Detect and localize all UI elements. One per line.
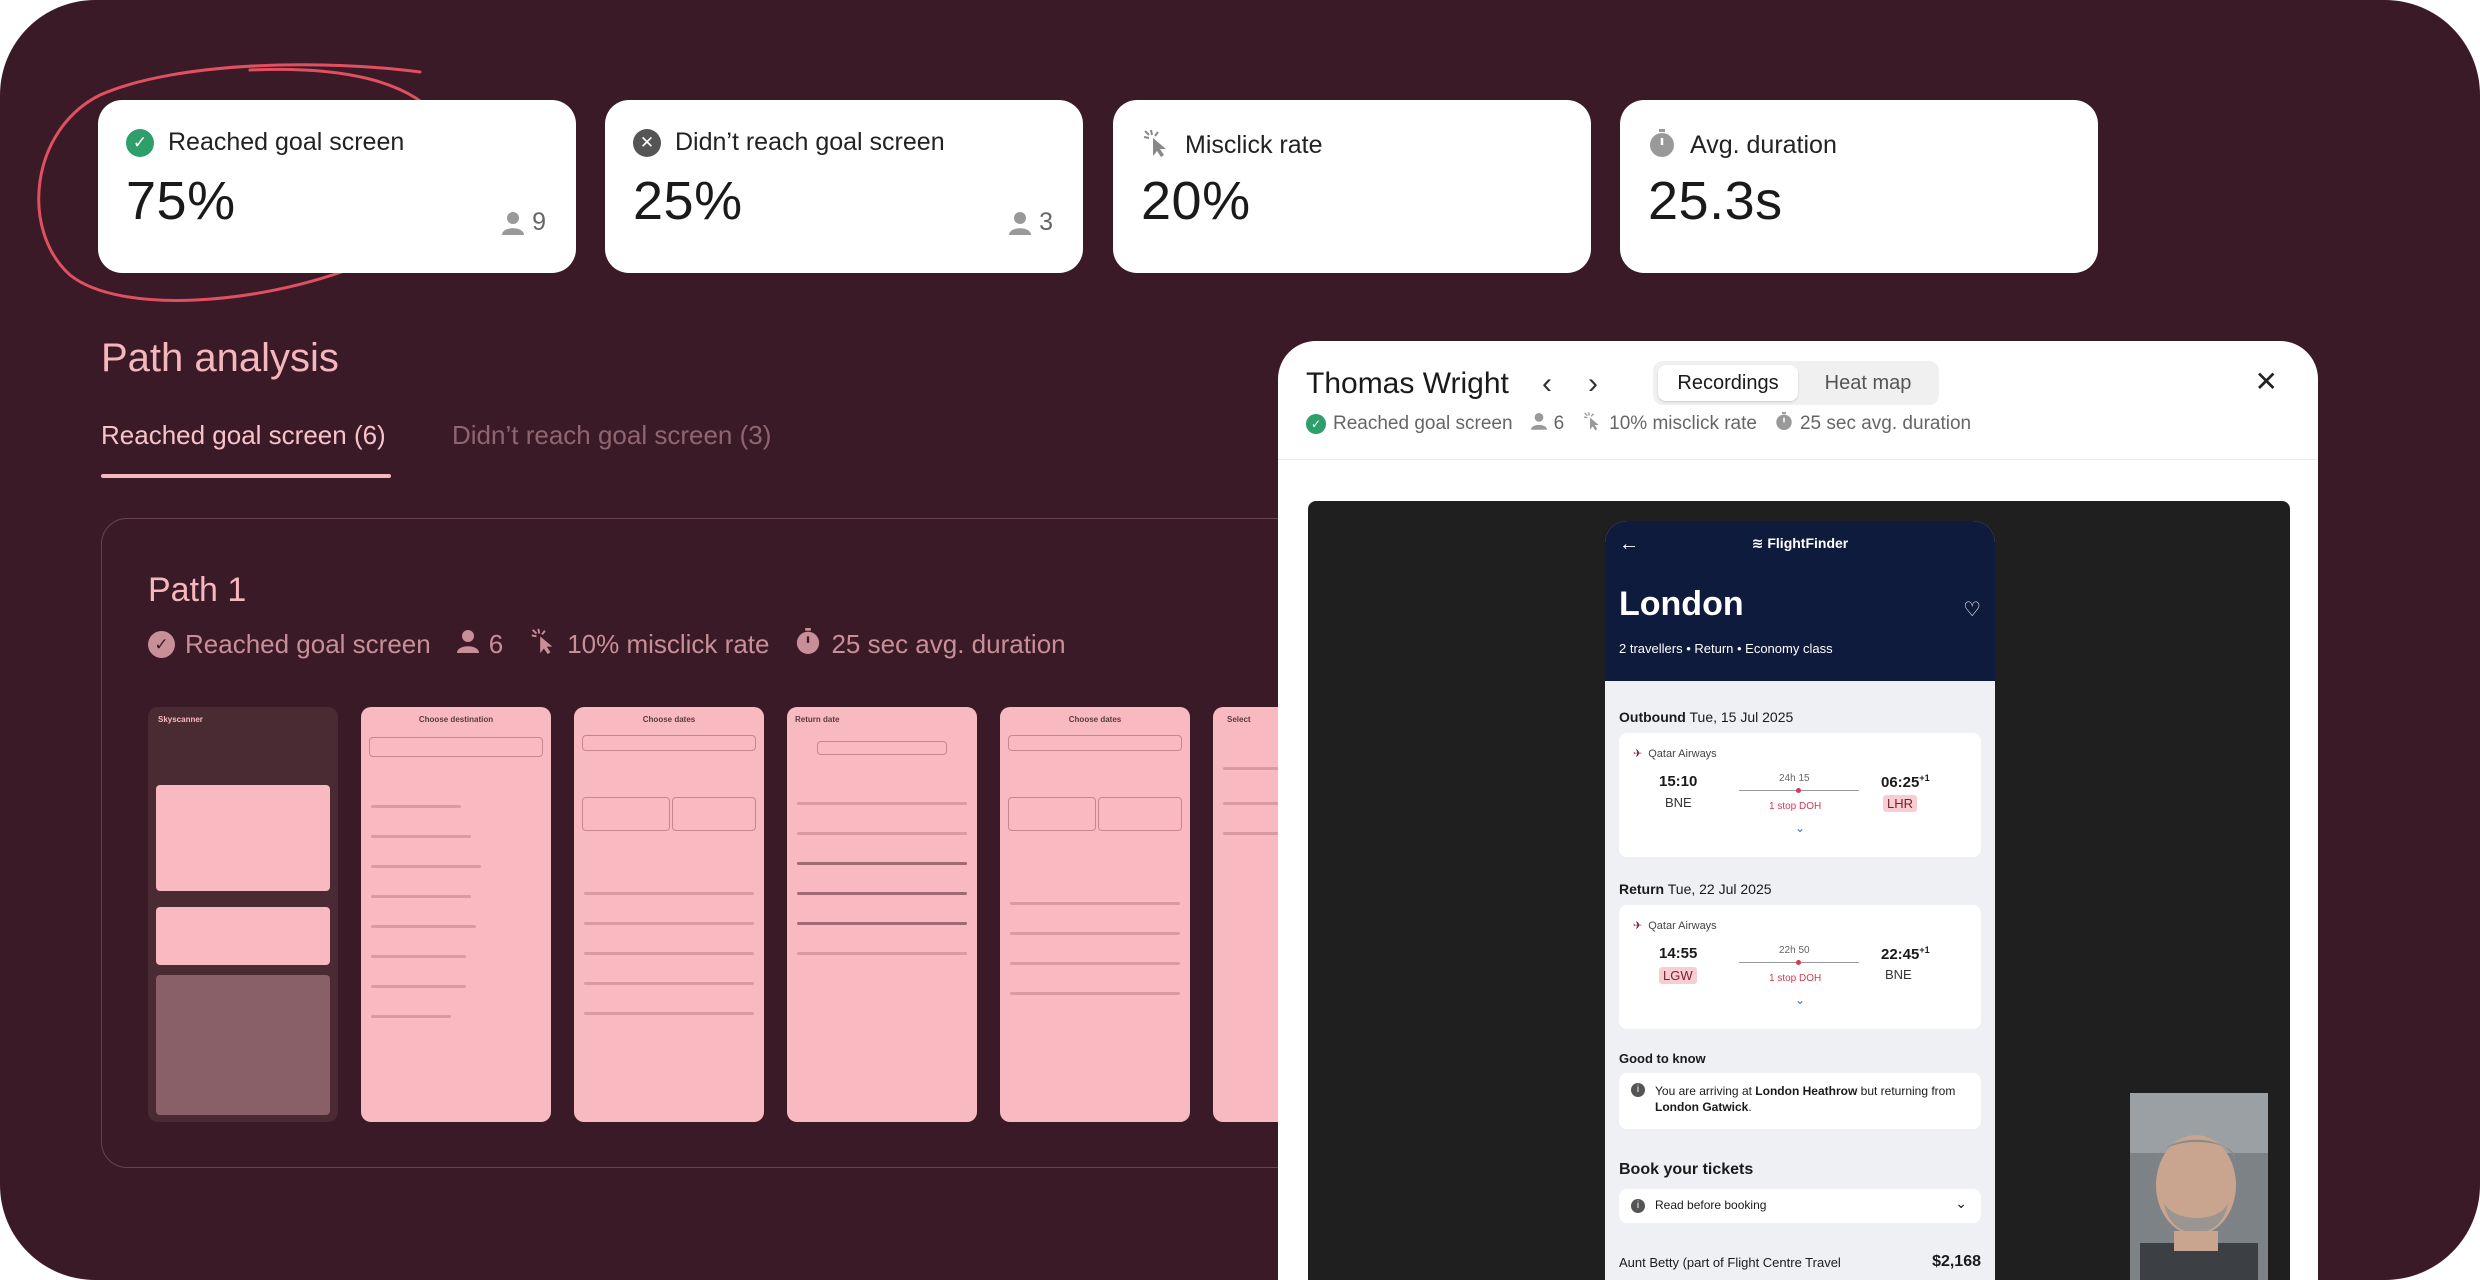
stopwatch-icon: [1775, 411, 1793, 437]
person-icon: [456, 628, 479, 661]
info-icon: i: [1631, 1083, 1645, 1097]
chevron-down-icon[interactable]: ⌄: [1795, 821, 1806, 835]
check-circle-icon: ✓: [148, 631, 175, 658]
path-users: 6: [488, 629, 504, 659]
path-misclick: 10% misclick rate: [567, 629, 770, 659]
airline-logo-icon: ✈: [1633, 920, 1643, 932]
metric-label: Didn’t reach goal screen: [675, 128, 945, 156]
person-icon: [1009, 211, 1032, 235]
tab-not-reached[interactable]: Didn’t reach goal screen (3): [452, 420, 772, 450]
screen-thumbnail[interactable]: Choose dates: [574, 707, 764, 1122]
stopwatch-icon: [795, 627, 821, 662]
participant-name: Thomas Wright: [1306, 367, 1509, 400]
screen-thumbnail[interactable]: Skyscanner: [148, 707, 338, 1122]
screen-thumbnail[interactable]: Choose dates: [1000, 707, 1190, 1122]
prev-participant-button[interactable]: ‹: [1542, 367, 1552, 400]
chevron-down-icon: ⌄: [1955, 1195, 1967, 1211]
destination-city: London: [1619, 585, 1744, 623]
metric-card-duration: Avg. duration 25.3s: [1620, 100, 2098, 273]
tab-heat-map[interactable]: Heat map: [1824, 371, 1912, 394]
recording-duration: 25 sec avg. duration: [1799, 413, 1972, 434]
metric-label: Avg. duration: [1690, 131, 1837, 159]
info-icon: i: [1631, 1199, 1645, 1213]
metric-value: 25%: [633, 171, 743, 231]
cursor-click-icon: [1141, 128, 1171, 163]
chevron-down-icon[interactable]: ⌄: [1795, 993, 1806, 1007]
return-heading: Return Tue, 22 Jul 2025: [1619, 881, 1772, 897]
close-icon[interactable]: ✕: [2254, 366, 2278, 397]
booking-provider: Aunt Betty (part of Flight Centre Travel: [1619, 1255, 1841, 1270]
cursor-click-icon: [1582, 411, 1602, 437]
booking-price: $2,168: [1932, 1253, 1981, 1270]
read-before-booking-row[interactable]: i Read before booking ⌄: [1619, 1189, 1981, 1223]
recording-goal: Reached goal screen: [1333, 413, 1513, 434]
back-arrow-icon[interactable]: ←: [1619, 533, 1639, 555]
metric-value: 25.3s: [1648, 171, 1783, 231]
app-header: ← ≋ FlightFinder London ♡ 2 travellers •…: [1605, 521, 1995, 681]
cursor-click-icon: [529, 627, 557, 662]
tab-reached[interactable]: Reached goal screen (6): [101, 420, 386, 450]
metric-value: 20%: [1141, 171, 1251, 231]
metric-card-not-reached: ✕ Didn’t reach goal screen 25% 3: [605, 100, 1083, 273]
brand-logo: ≋ FlightFinder: [1751, 535, 1849, 551]
metric-label: Reached goal screen: [168, 128, 405, 156]
path-goal: Reached goal screen: [185, 629, 431, 659]
path-duration: 25 sec avg. duration: [831, 629, 1066, 659]
airline-logo-icon: ✈: [1633, 748, 1643, 760]
screen-thumbnail[interactable]: Return date: [787, 707, 977, 1122]
path-card[interactable]: Path 1 ✓ Reached goal screen 6 10% miscl…: [101, 518, 1421, 1168]
path-stats: ✓ Reached goal screen 6 10% misclick rat…: [148, 627, 1066, 662]
outbound-flight-card[interactable]: ✈ Qatar Airways 15:10 BNE 24h 15 1 stop D…: [1619, 733, 1981, 857]
person-icon: [1530, 412, 1547, 436]
good-to-know-card: i You are arriving at London Heathrow bu…: [1619, 1073, 1981, 1129]
prototype-screen: ← ≋ FlightFinder London ♡ 2 travellers •…: [1605, 521, 1995, 1280]
next-participant-button[interactable]: ›: [1588, 367, 1598, 400]
outbound-heading: Outbound Tue, 15 Jul 2025: [1619, 709, 1794, 725]
metric-count: 9: [532, 208, 546, 236]
view-toggle: Recordings Heat map: [1653, 361, 1939, 405]
path-analysis-title: Path analysis: [101, 336, 339, 380]
return-flight-card[interactable]: ✈ Qatar Airways 14:55 LGW 22h 50 1 stop D…: [1619, 905, 1981, 1029]
recording-users: 6: [1553, 413, 1565, 434]
metric-label: Misclick rate: [1185, 131, 1323, 159]
metric-count: 3: [1039, 208, 1053, 236]
check-circle-icon: ✓: [126, 128, 154, 157]
metric-card-reached: ✓ Reached goal screen 75% 9: [98, 100, 576, 273]
path-title: Path 1: [148, 571, 247, 609]
heart-icon[interactable]: ♡: [1963, 599, 1981, 621]
participant-webcam: [2130, 1093, 2268, 1280]
stopwatch-icon: [1648, 128, 1676, 163]
active-tab-indicator: [101, 474, 391, 478]
screen-thumbnail[interactable]: Choose destination: [361, 707, 551, 1122]
metric-value: 75%: [126, 171, 236, 231]
good-to-know-heading: Good to know: [1619, 1051, 1706, 1066]
tab-recordings[interactable]: Recordings: [1658, 365, 1798, 401]
x-circle-icon: ✕: [633, 128, 661, 157]
metric-card-misclick: Misclick rate 20%: [1113, 100, 1591, 273]
book-tickets-heading: Book your tickets: [1619, 1161, 1754, 1178]
path-screens: Skyscanner Choose destination: [148, 707, 1403, 1122]
check-circle-icon: ✓: [1306, 414, 1326, 434]
trip-summary: 2 travellers • Return • Economy class: [1619, 641, 1833, 656]
recording-stats: ✓ Reached goal screen 6 10% misclick rat…: [1306, 411, 1971, 437]
divider: [1278, 459, 2318, 460]
recording-video[interactable]: ← ≋ FlightFinder London ♡ 2 travellers •…: [1308, 501, 2290, 1280]
recording-panel: Thomas Wright ‹ › Recordings Heat map ✕ …: [1278, 341, 2318, 1280]
recording-misclick: 10% misclick rate: [1609, 413, 1757, 434]
person-icon: [502, 211, 525, 235]
